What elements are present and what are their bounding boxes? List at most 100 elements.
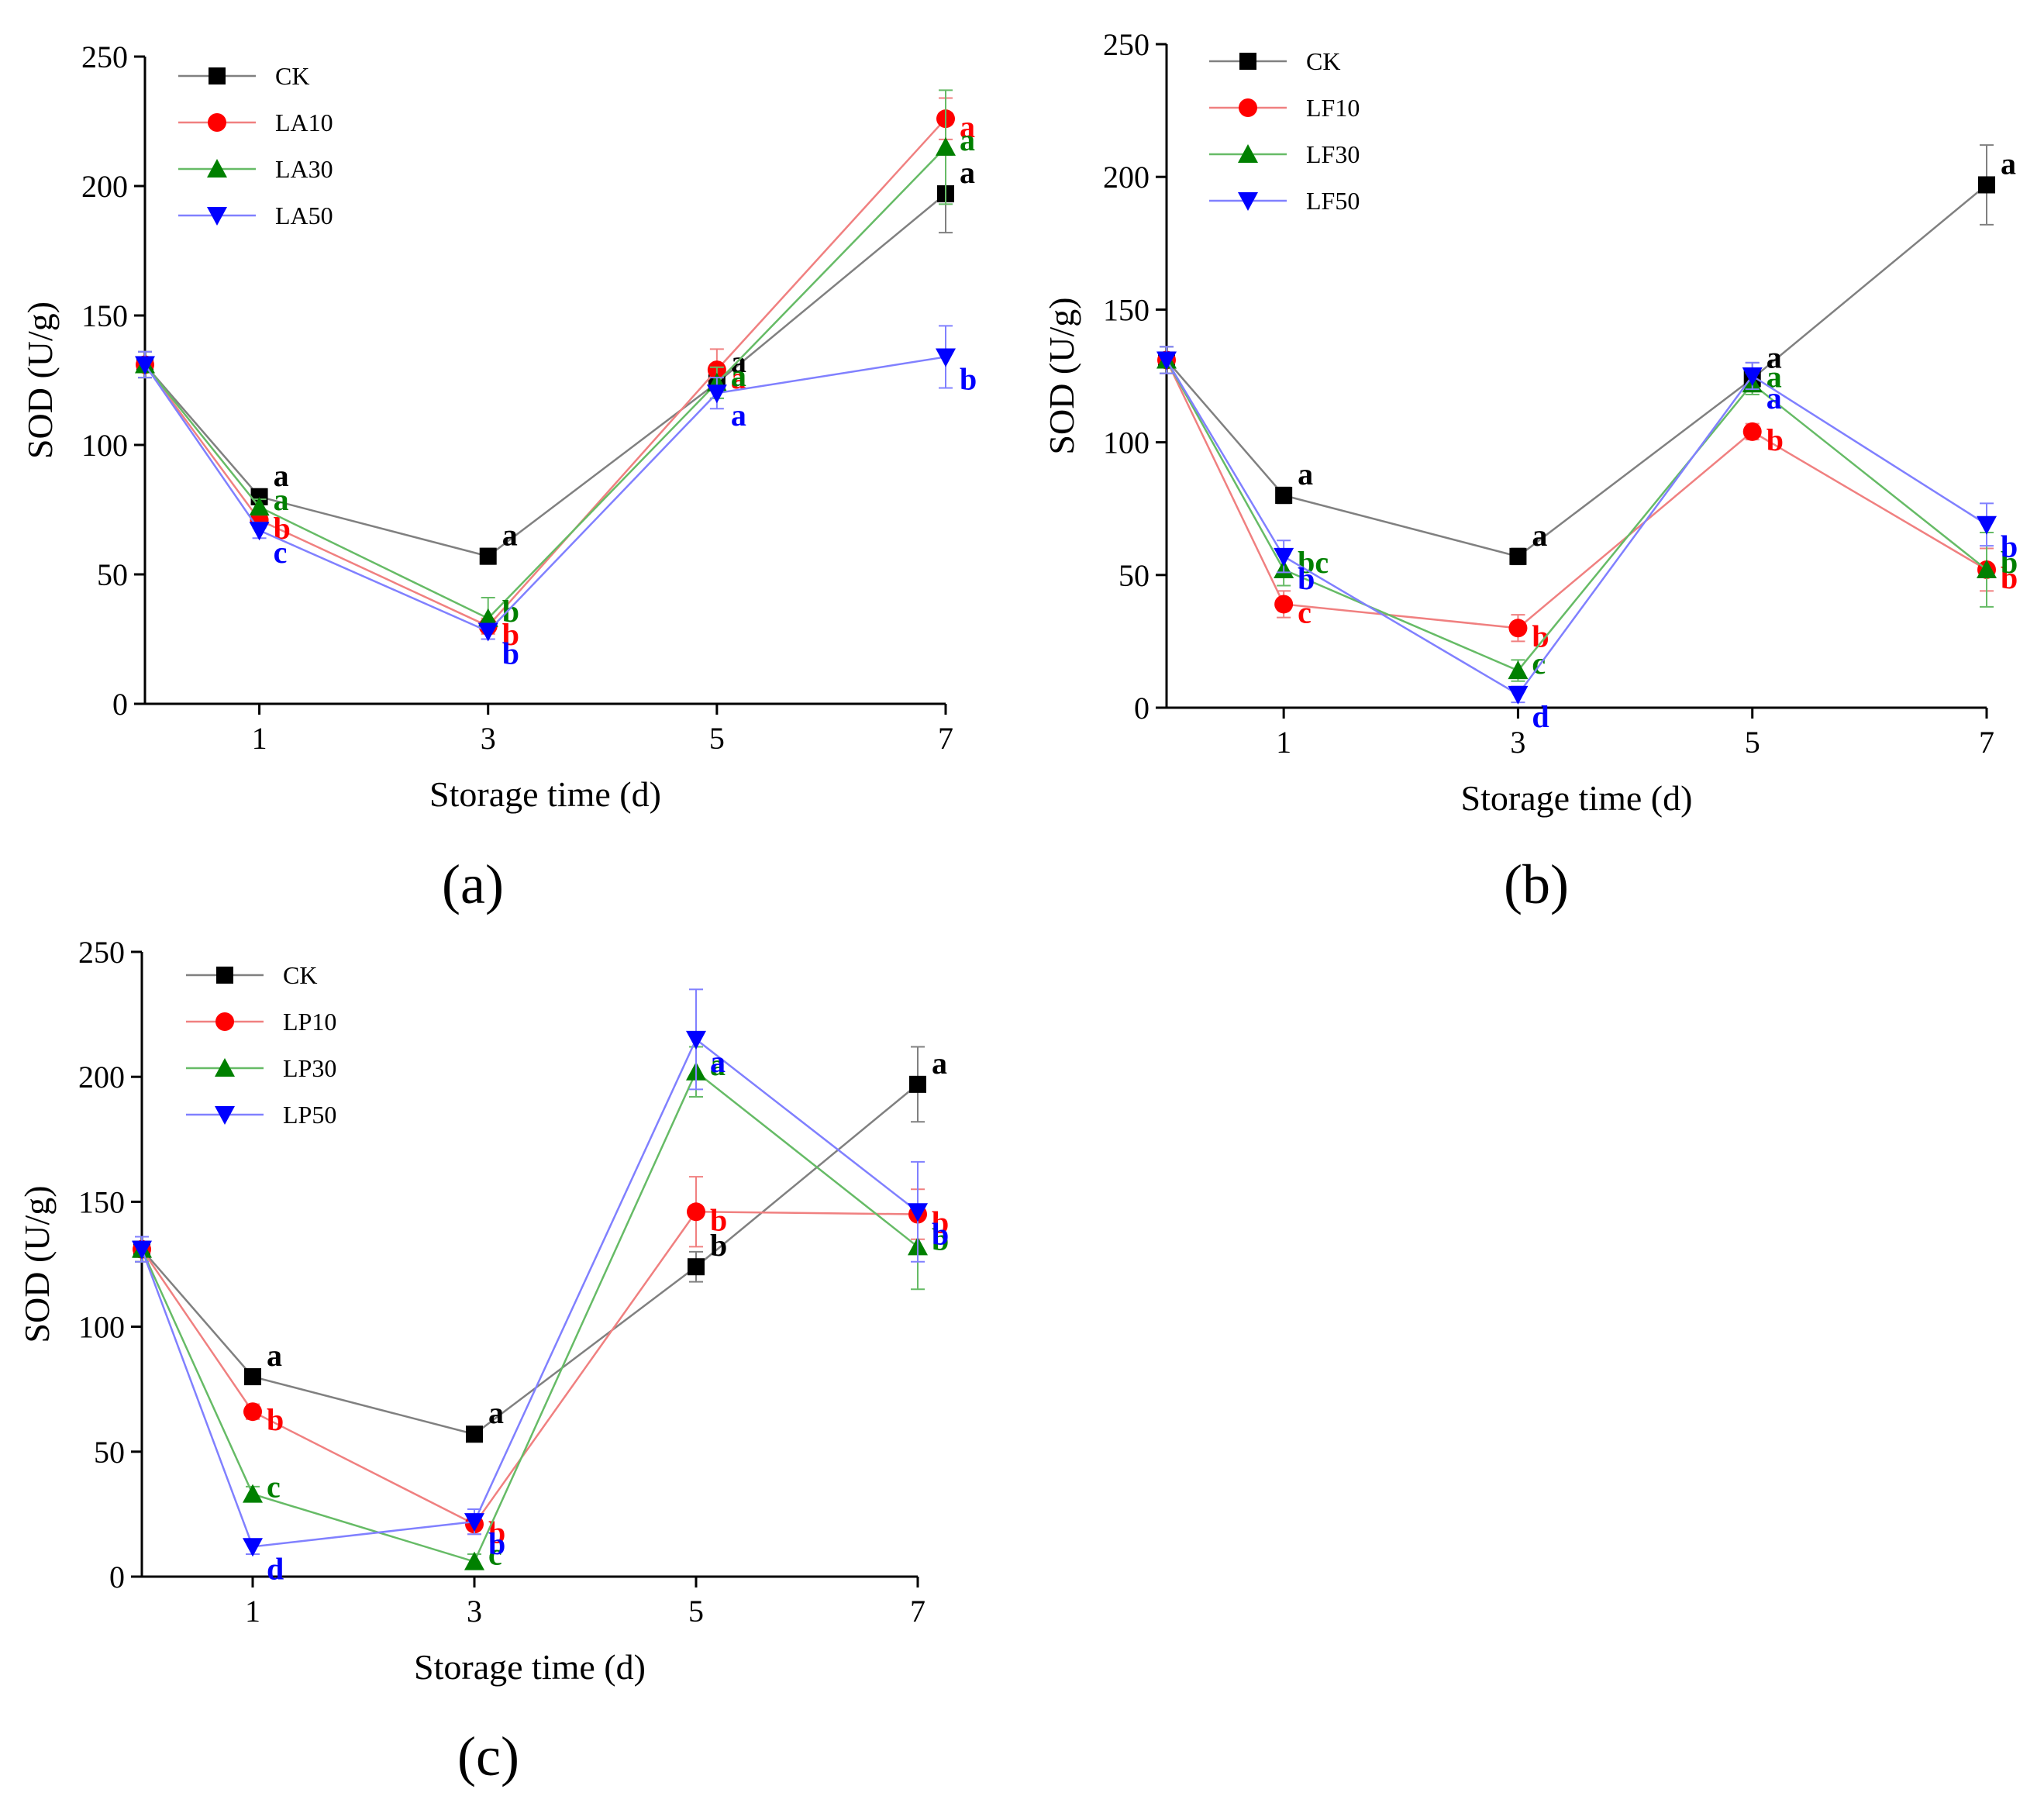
y-tick-label: 50 bbox=[1119, 558, 1150, 593]
legend-label: LA50 bbox=[275, 202, 333, 229]
significance-letter: a bbox=[932, 1046, 947, 1081]
data-point bbox=[477, 622, 498, 642]
legend-marker bbox=[1238, 192, 1258, 211]
significance-letter: b bbox=[2001, 529, 2018, 564]
significance-letter: c bbox=[1532, 646, 1546, 681]
data-point bbox=[1274, 547, 1294, 567]
legend-label: CK bbox=[1306, 47, 1340, 75]
x-tick-label: 7 bbox=[1979, 725, 1994, 760]
legend-marker bbox=[215, 1106, 235, 1125]
significance-letter: a bbox=[960, 155, 975, 190]
significance-letter: a bbox=[731, 398, 746, 433]
x-tick-label: 1 bbox=[1276, 725, 1291, 760]
legend: CK LP10 LP30 LP50 bbox=[186, 961, 336, 1129]
data-point bbox=[688, 1258, 705, 1276]
data-point bbox=[479, 547, 497, 565]
significance-letter: a bbox=[1767, 381, 1782, 415]
significance-letter: b bbox=[488, 1526, 505, 1561]
significance-letter: a bbox=[731, 360, 746, 395]
panel-label: (a) bbox=[442, 853, 504, 915]
data-point bbox=[1978, 176, 1995, 194]
y-tick-label: 250 bbox=[78, 935, 125, 970]
y-tick-label: 250 bbox=[81, 40, 128, 74]
x-tick-label: 5 bbox=[1745, 725, 1760, 760]
significance-letter: b bbox=[502, 617, 519, 652]
data-point bbox=[464, 1551, 484, 1570]
legend-marker bbox=[215, 1012, 234, 1031]
significance-letter: b bbox=[932, 1222, 949, 1257]
data-point bbox=[249, 522, 270, 541]
data-point bbox=[244, 1368, 261, 1386]
significance-letter: b bbox=[710, 1202, 727, 1237]
significance-letter: c bbox=[1298, 595, 1312, 629]
significance-letter: b bbox=[1767, 422, 1784, 457]
data-point bbox=[464, 1513, 484, 1532]
y-tick-label: 100 bbox=[78, 1310, 125, 1345]
x-tick-label: 7 bbox=[910, 1594, 925, 1629]
significance-letter: b bbox=[502, 636, 519, 670]
significance-letter: a bbox=[488, 1395, 504, 1430]
panel-label: (c) bbox=[457, 1725, 519, 1787]
legend-label: LF10 bbox=[1306, 94, 1360, 122]
y-tick-label: 50 bbox=[97, 557, 128, 592]
significance-letter: b bbox=[932, 1205, 949, 1240]
data-point bbox=[936, 136, 956, 156]
significance-letter: b bbox=[267, 1402, 284, 1437]
data-point bbox=[1508, 685, 1529, 705]
chart-panel-c: 0 50 100 150 200 250 1 3 5 7 Storage time (d) SOD (… bbox=[17, 935, 949, 1787]
series-line bbox=[1165, 359, 1987, 696]
legend-label: CK bbox=[283, 961, 317, 989]
data-point bbox=[1274, 595, 1294, 614]
data-point bbox=[936, 348, 956, 367]
significance-letter: a bbox=[1532, 518, 1547, 553]
data-point bbox=[909, 1075, 926, 1093]
series-la50: c b a b bbox=[135, 325, 977, 670]
y-tick-label: 100 bbox=[1103, 426, 1150, 460]
significance-letter: c bbox=[274, 535, 288, 570]
significance-letter: a bbox=[1298, 457, 1313, 491]
legend-marker bbox=[207, 207, 227, 226]
y-tick-label: 200 bbox=[1103, 160, 1150, 195]
significance-letter: b bbox=[960, 361, 977, 396]
data-point bbox=[1509, 547, 1527, 565]
x-tick-label: 3 bbox=[467, 1594, 482, 1629]
data-point bbox=[466, 1425, 483, 1443]
data-point bbox=[243, 1484, 263, 1503]
data-point bbox=[686, 1030, 706, 1050]
y-tick-label: 200 bbox=[81, 169, 128, 204]
series-line bbox=[140, 1070, 919, 1563]
y-tick-label: 150 bbox=[1103, 292, 1150, 327]
x-axis-title: Storage time (d) bbox=[1461, 778, 1693, 818]
x-tick-label: 5 bbox=[709, 721, 725, 756]
y-tick-label: 50 bbox=[94, 1435, 125, 1470]
significance-letter: a bbox=[710, 1047, 726, 1082]
significance-letter: b bbox=[502, 594, 519, 629]
legend-label: LF30 bbox=[1306, 140, 1360, 168]
data-point bbox=[135, 356, 155, 375]
data-point bbox=[908, 1203, 928, 1222]
data-point bbox=[243, 1538, 263, 1557]
x-tick-label: 1 bbox=[252, 721, 267, 756]
chart-panel-a: 0 50 100 150 200 250 1 3 5 7 Storage time (d) SOD (… bbox=[20, 40, 977, 915]
legend-label: LP10 bbox=[283, 1008, 336, 1036]
legend-marker bbox=[208, 113, 226, 132]
data-point bbox=[132, 1240, 152, 1260]
legend-label: LA30 bbox=[275, 155, 333, 183]
legend-label: LF50 bbox=[1306, 187, 1360, 215]
significance-letter: a bbox=[267, 1338, 282, 1373]
legend-marker bbox=[1239, 53, 1256, 70]
legend-label: CK bbox=[275, 62, 309, 90]
significance-letter: a bbox=[960, 122, 975, 157]
y-tick-label: 0 bbox=[1134, 691, 1150, 726]
significance-letter: b bbox=[1532, 619, 1549, 653]
y-tick-label: 0 bbox=[109, 1560, 125, 1594]
y-tick-label: 200 bbox=[78, 1060, 125, 1094]
legend-marker bbox=[1239, 98, 1257, 117]
significance-letter: a bbox=[731, 358, 746, 393]
significance-letter: a bbox=[960, 109, 975, 144]
legend-label: LP30 bbox=[283, 1054, 336, 1082]
